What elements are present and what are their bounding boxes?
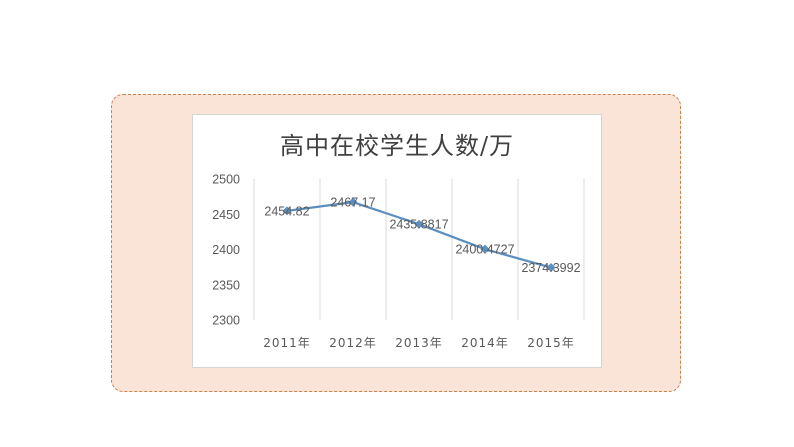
data-point (348, 197, 358, 207)
data-point (480, 244, 490, 254)
data-point (546, 263, 556, 273)
data-point (282, 206, 292, 216)
y-tick-label: 2400 (212, 243, 240, 257)
y-tick-label: 2500 (212, 173, 240, 187)
series-line (286, 201, 552, 269)
x-tick-label: 2012年 (329, 336, 377, 350)
x-tick-label: 2014年 (461, 336, 509, 350)
data-label: 2435.8817 (389, 218, 448, 232)
x-tick-label: 2013年 (395, 336, 443, 350)
data-label: 2400.4727 (455, 243, 514, 257)
chart-card (192, 114, 602, 368)
data-point (414, 219, 424, 229)
chart-title: 高中在校学生人数/万 (279, 132, 515, 160)
x-tick-label: 2011年 (263, 336, 311, 350)
y-tick-label: 2350 (212, 278, 240, 292)
data-label: 2467.17 (330, 196, 375, 210)
y-tick-label: 2450 (212, 208, 240, 222)
data-label: 2374.3992 (521, 261, 580, 275)
y-tick-label: 2300 (212, 314, 240, 328)
data-label: 2454.82 (264, 204, 309, 218)
x-tick-label: 2015年 (527, 336, 575, 350)
